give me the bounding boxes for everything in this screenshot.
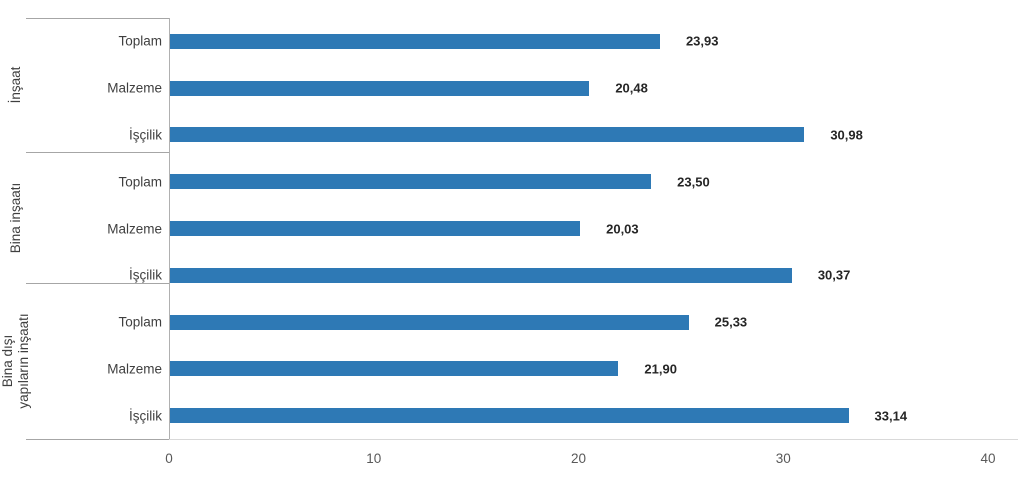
category-label: İşçilik [129, 408, 162, 424]
bar [170, 267, 792, 283]
x-tick-label: 30 [775, 451, 791, 466]
group-divider-line [26, 439, 170, 440]
x-tick-label: 20 [570, 451, 587, 466]
group-divider-line [26, 152, 170, 153]
value-label: 20,03 [606, 221, 639, 236]
bar [170, 174, 652, 190]
category-label: İşçilik [129, 127, 162, 143]
category-label: Toplam [118, 33, 162, 49]
bar [170, 361, 619, 377]
bar [170, 221, 581, 236]
value-label: 30,37 [817, 267, 851, 283]
x-tick-label: 10 [366, 451, 382, 466]
bar [170, 408, 849, 424]
x-tick-label: 40 [980, 451, 996, 466]
group-divider-line [26, 18, 170, 19]
bar [170, 127, 805, 143]
value-label: 25,33 [714, 314, 748, 330]
value-label: 23,93 [685, 33, 719, 49]
category-label: Malzeme [107, 221, 162, 236]
bar [170, 80, 590, 96]
y-axis-line [169, 18, 170, 439]
value-label: 20,48 [615, 80, 648, 96]
group-divider-line [26, 283, 170, 284]
bar [170, 33, 660, 49]
bar [170, 314, 689, 330]
value-label: 21,90 [644, 361, 677, 377]
category-label: İşçilik [129, 267, 162, 283]
x-axis-line [169, 439, 1018, 440]
x-tick-label: 0 [165, 451, 173, 466]
category-label: Malzeme [107, 80, 162, 96]
value-label: 33,14 [874, 408, 908, 424]
category-label: Toplam [118, 174, 162, 190]
value-label: 30,98 [830, 127, 863, 143]
category-label: Malzeme [107, 361, 162, 377]
category-label: Toplam [118, 314, 162, 330]
value-label: 23,50 [677, 174, 710, 190]
group-label: Bina inşaatı [8, 182, 23, 253]
